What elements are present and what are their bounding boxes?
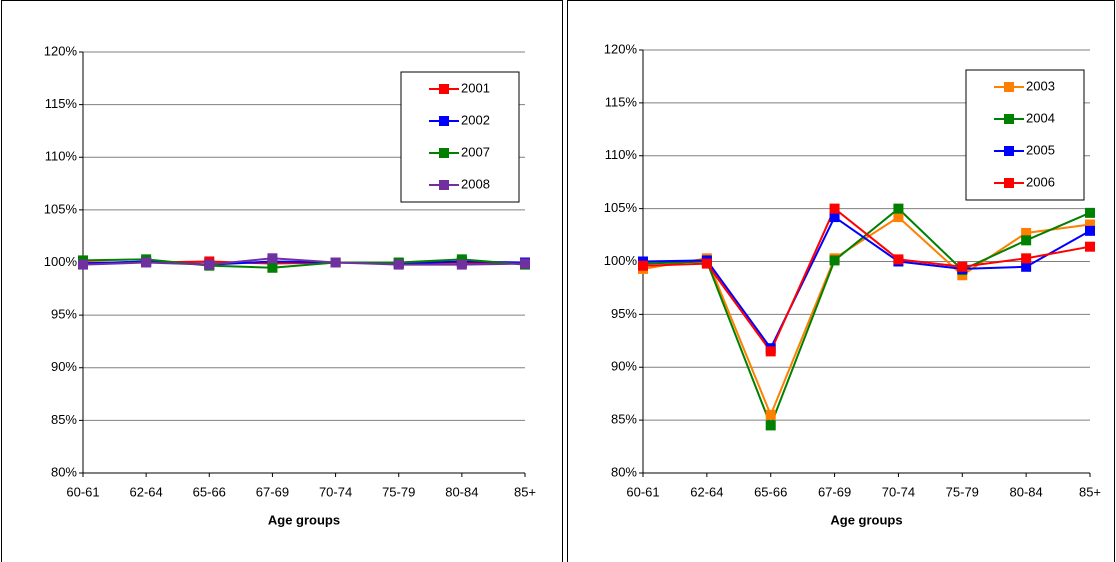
- marker: [141, 257, 152, 268]
- legend-label: 2007: [461, 144, 490, 159]
- y-tick-label: 80%: [51, 464, 77, 479]
- legend-marker: [1004, 82, 1014, 92]
- marker: [1085, 207, 1095, 218]
- marker: [456, 259, 467, 270]
- series-line: [642, 215, 1091, 418]
- series-line: [642, 215, 1091, 351]
- y-tick-label: 90%: [51, 359, 77, 374]
- y-tick-label: 85%: [51, 412, 77, 427]
- x-tick-label: 60-61: [626, 484, 659, 499]
- x-tick-label: 62-64: [130, 484, 163, 499]
- x-tick-label: 80-84: [445, 484, 478, 499]
- marker: [893, 254, 904, 265]
- x-tick-label: 80-84: [1010, 484, 1043, 499]
- y-tick-label: 115%: [45, 96, 78, 111]
- x-tick-label: 75-79: [382, 484, 415, 499]
- marker: [1085, 219, 1095, 230]
- y-tick-label: 110%: [605, 147, 638, 162]
- x-tick-label: 62-64: [690, 484, 723, 499]
- x-tick-label: 85+: [514, 484, 536, 499]
- marker: [893, 212, 904, 223]
- x-tick-label: 75-79: [946, 484, 979, 499]
- x-tick-label: 70-74: [319, 484, 352, 499]
- marker: [1021, 253, 1032, 264]
- marker: [330, 257, 341, 268]
- y-tick-label: 95%: [51, 307, 77, 322]
- y-tick-label: 85%: [611, 412, 637, 427]
- legend-marker: [1004, 114, 1014, 124]
- x-axis-title: Age groups: [830, 512, 902, 527]
- series-line: [82, 257, 526, 266]
- right-panel-frame: [567, 0, 1115, 562]
- marker: [393, 259, 404, 270]
- series-line: [642, 207, 1091, 354]
- marker: [204, 259, 215, 270]
- marker: [267, 262, 278, 273]
- marker: [893, 203, 904, 214]
- left-panel-frame: [1, 0, 563, 562]
- y-tick-label: 120%: [604, 41, 638, 56]
- legend-marker: [1004, 178, 1014, 188]
- x-tick-label: 67-69: [256, 484, 289, 499]
- marker: [267, 253, 278, 264]
- y-tick-label: 80%: [611, 464, 637, 479]
- marker: [829, 212, 840, 223]
- marker: [456, 254, 467, 265]
- x-tick-label: 65-66: [754, 484, 787, 499]
- marker: [1021, 235, 1032, 246]
- legend-label: 2002: [461, 112, 490, 127]
- legend-box: [965, 69, 1085, 201]
- marker: [829, 255, 840, 266]
- marker: [78, 259, 88, 270]
- series-line: [82, 258, 526, 269]
- legend-marker: [1004, 146, 1014, 156]
- marker: [957, 270, 968, 281]
- legend-label: 2005: [1026, 142, 1055, 157]
- y-tick-label: 95%: [611, 306, 637, 321]
- legend-marker: [439, 148, 449, 158]
- legend-label: 2004: [1026, 110, 1055, 125]
- marker: [701, 258, 712, 269]
- x-tick-label: 85+: [1079, 484, 1101, 499]
- y-tick-label: 110%: [45, 149, 78, 164]
- legend-marker: [439, 180, 449, 190]
- marker: [1085, 241, 1095, 252]
- marker: [765, 409, 776, 420]
- marker: [1021, 261, 1032, 272]
- marker: [1021, 227, 1032, 238]
- legend-marker: [439, 116, 449, 126]
- legend-label: 2006: [1026, 174, 1055, 189]
- legend-marker: [439, 84, 449, 94]
- y-tick-label: 120%: [44, 43, 78, 58]
- marker: [520, 258, 530, 269]
- x-tick-label: 67-69: [818, 484, 851, 499]
- y-tick-label: 90%: [611, 359, 637, 374]
- y-tick-label: 115%: [605, 94, 638, 109]
- legend-label: 2008: [461, 176, 490, 191]
- marker: [957, 261, 968, 272]
- legend-box: [400, 71, 520, 203]
- y-tick-label: 100%: [604, 253, 638, 268]
- marker: [638, 260, 648, 271]
- x-axis-title: Age groups: [268, 512, 340, 527]
- marker: [765, 346, 776, 357]
- y-tick-label: 100%: [44, 254, 78, 269]
- marker: [1085, 225, 1095, 236]
- legend-label: 2003: [1026, 78, 1055, 93]
- y-tick-label: 105%: [44, 201, 78, 216]
- x-tick-label: 70-74: [882, 484, 915, 499]
- y-tick-label: 105%: [604, 200, 638, 215]
- marker: [829, 203, 840, 214]
- legend-label: 2001: [461, 80, 490, 95]
- x-tick-label: 65-66: [193, 484, 226, 499]
- x-tick-label: 60-61: [66, 484, 99, 499]
- marker: [765, 420, 776, 431]
